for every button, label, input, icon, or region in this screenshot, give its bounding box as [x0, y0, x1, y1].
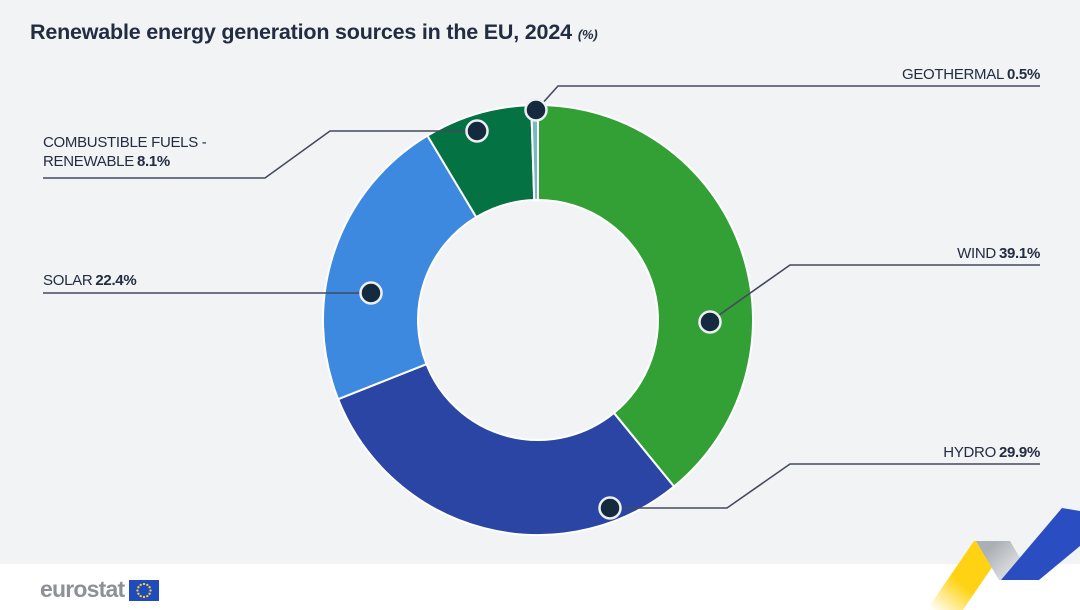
segment-value: 22.4%	[95, 272, 137, 289]
label-geothermal: GEOTHERMAL 0.5%	[902, 65, 1040, 84]
page-title-text: Renewable energy generation sources in t…	[30, 20, 572, 44]
marker-dot-solar	[359, 281, 383, 305]
footer-strip	[0, 564, 1080, 610]
segment-name-line1: COMBUSTIBLE FUELS -	[43, 134, 207, 151]
eu-flag-stars	[136, 582, 152, 599]
donut-segment-solar	[322, 134, 478, 401]
donut-segment-hydro	[337, 363, 676, 536]
segment-name: GEOTHERMAL	[901, 66, 1004, 83]
segment-value: 0.5%	[1007, 66, 1040, 83]
label-hydro: HYDRO 29.9%	[943, 443, 1040, 462]
leader-line-hydro	[618, 463, 1040, 509]
page-title: Renewable energy generation sources in t…	[30, 20, 598, 45]
donut-segment-geothermal	[530, 104, 539, 202]
marker-dot-wind	[698, 310, 722, 334]
page-title-unit: (%)	[577, 27, 598, 42]
eurostat-logo-text: eurostat	[40, 576, 125, 602]
label-wind: WIND 39.1%	[957, 244, 1040, 263]
leader-line-geothermal	[539, 85, 1040, 107]
segment-name: WIND	[957, 245, 996, 262]
segment-value: 29.9%	[998, 444, 1040, 461]
marker-dot-geothermal	[524, 98, 548, 122]
segment-value: 8.1%	[136, 153, 170, 170]
marker-dot-hydro	[598, 496, 622, 520]
eu-flag-icon	[129, 580, 160, 601]
label-combustible-fuels: COMBUSTIBLE FUELS - RENEWABLE 8.1%	[43, 133, 207, 171]
segment-name: SOLAR	[43, 272, 93, 289]
segment-name-line2: RENEWABLE	[43, 153, 134, 170]
eurostat-logo: eurostat	[40, 576, 160, 602]
leader-line-wind	[711, 264, 1040, 321]
segment-value: 39.1%	[998, 245, 1040, 262]
marker-dot-combustible-fuels-renewable	[465, 119, 489, 143]
donut-segment-wind	[537, 104, 754, 488]
label-solar: SOLAR 22.4%	[43, 271, 137, 290]
donut-segment-combustible-fuels-renewable	[426, 104, 536, 219]
segment-name: HYDRO	[943, 444, 996, 461]
